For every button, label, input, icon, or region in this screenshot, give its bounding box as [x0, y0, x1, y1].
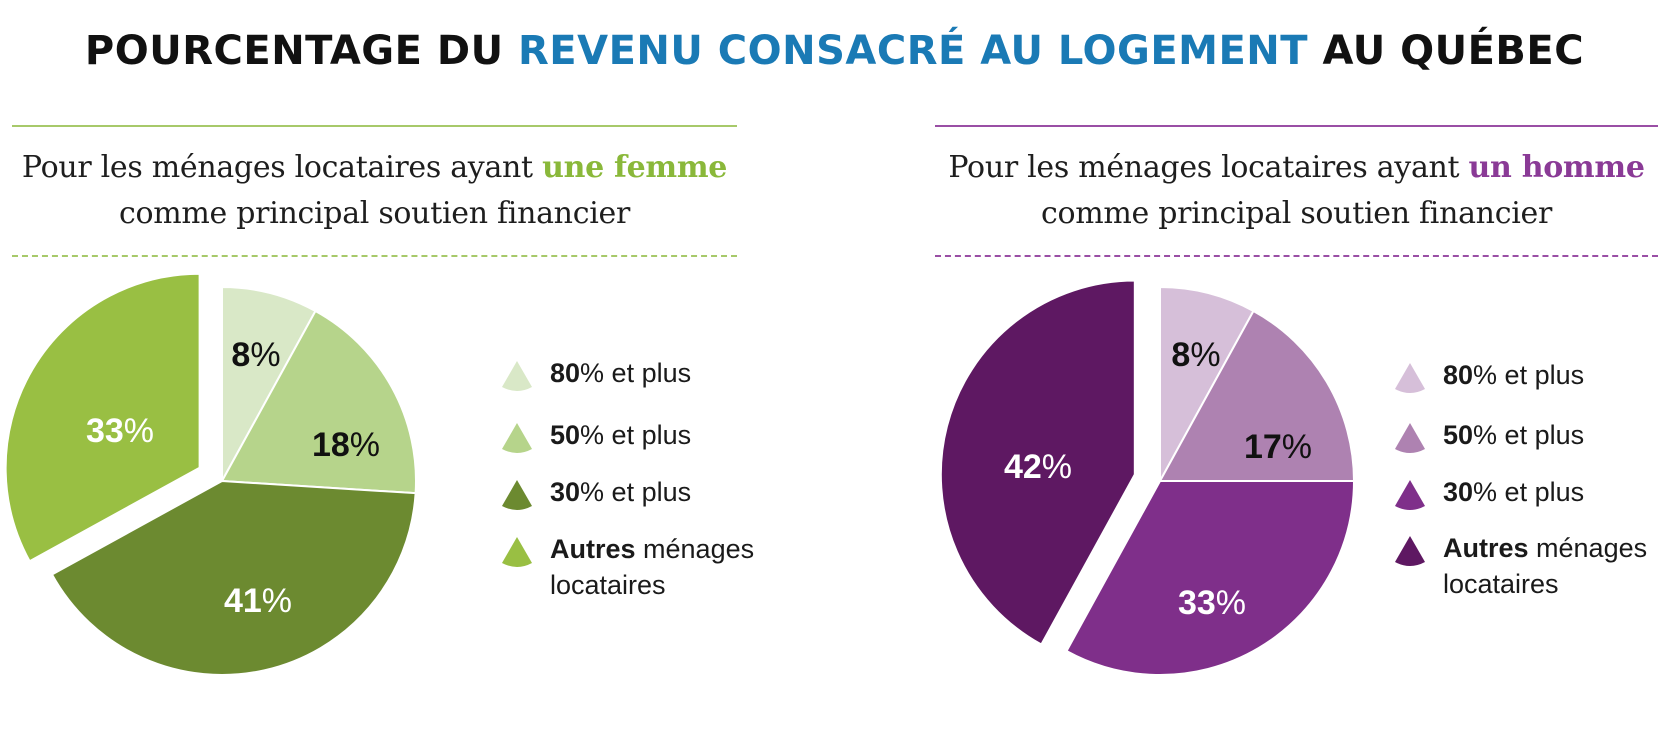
male-subtitle-line2: comme principal soutien financier — [1041, 196, 1552, 231]
male-slice-80-plus — [1159, 285, 1255, 482]
male-subtitle-text: Pour les ménages locataires ayant — [948, 150, 1469, 185]
male-slice-label-80-plus: 8% — [1171, 336, 1220, 374]
female-legend-label: 50% et plus — [550, 420, 692, 450]
male-legend-label: 30% et plus — [1443, 477, 1585, 507]
female-legend-swatch-icon — [502, 361, 532, 391]
female-subtitle: Pour les ménages locataires ayant une fe… — [12, 145, 737, 237]
male-slice-50-plus — [1158, 309, 1356, 482]
female-subtitle-emphasis: une femme — [542, 150, 728, 185]
female-subtitle-line2: comme principal soutien financier — [119, 196, 630, 231]
female-legend-label: 80% et plus — [550, 358, 692, 388]
female-legend-swatch-icon — [502, 423, 532, 453]
male-dashed-rule — [935, 255, 1658, 257]
male-subtitle: Pour les ménages locataires ayant un hom… — [935, 145, 1658, 237]
male-slice-label-30-plus: 33% — [1178, 584, 1246, 622]
female-top-rule — [12, 125, 737, 127]
female-legend-swatch-icon — [502, 537, 532, 567]
female-slice-label-30-plus: 41% — [224, 582, 292, 620]
male-top-rule — [935, 125, 1658, 127]
chart-title: POURCENTAGE DU REVENU CONSACRÉ AU LOGEME… — [0, 28, 1669, 74]
male-slice-30-plus — [1065, 480, 1356, 676]
male-subtitle-emphasis: un homme — [1468, 150, 1645, 185]
female-slice-label-50-plus: 18% — [312, 426, 380, 464]
female-legend-label: 30% et plus — [550, 477, 692, 507]
female-slice-label-80-plus: 8% — [231, 336, 280, 374]
female-legend-label: Autres ménages locataires — [550, 534, 755, 600]
female-slice-80-plus — [221, 285, 317, 482]
male-legend-label: 50% et plus — [1443, 420, 1585, 450]
title-highlight: REVENU CONSACRÉ AU LOGEMENT — [518, 28, 1309, 74]
male-legend-swatch-icon — [1395, 536, 1425, 566]
male-legend-swatch-icon — [1395, 423, 1425, 453]
female-subtitle-text: Pour les ménages locataires ayant — [21, 150, 543, 185]
male-legend-swatch-icon — [1395, 480, 1425, 510]
female-dashed-rule — [12, 255, 737, 257]
male-legend-label: Autres ménages locataires — [1443, 533, 1648, 599]
title-part-3: AU QUÉBEC — [1308, 28, 1585, 74]
male-legend-label: 80% et plus — [1443, 360, 1585, 390]
female-slice-50-plus — [220, 309, 417, 495]
female-slice-autres — [4, 272, 201, 563]
male-panel: Pour les ménages locataires ayant un hom… — [935, 125, 1658, 257]
title-part-1: POURCENTAGE DU — [84, 28, 518, 74]
female-slice-label-autres: 33% — [86, 412, 154, 450]
female-panel: Pour les ménages locataires ayant une fe… — [12, 125, 737, 257]
male-slice-label-50-plus: 17% — [1244, 428, 1312, 466]
male-legend-swatch-icon — [1395, 363, 1425, 393]
female-legend-swatch-icon — [502, 480, 532, 510]
female-slice-30-plus — [50, 479, 417, 676]
male-slice-autres — [939, 279, 1136, 646]
male-slice-label-autres: 42% — [1004, 448, 1072, 486]
